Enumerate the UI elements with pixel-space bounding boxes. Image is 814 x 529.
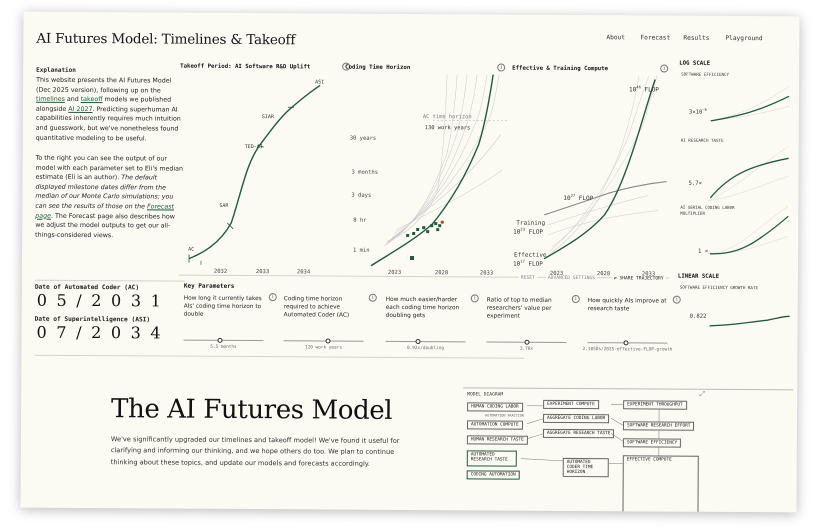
takeoff-panel-title: Takeoff Period: AI Software R&D Uplift [180,63,311,71]
takeoff-tick-sar [226,222,234,230]
parameter-slider-handle[interactable] [325,337,331,344]
parameter-info-icon[interactable]: i [268,293,277,302]
parameter-4: Ratio of top to median researchers' valu… [24,12,800,352]
parameter-info-icon[interactable]: i [470,294,479,303]
parameter-label: How long it currently takes AIs' coding … [183,295,262,318]
linear-scale-chart [709,315,790,327]
parameter-value: 0.92x/doubling [406,345,444,352]
software-efficiency-curve [710,95,790,122]
growth-rate-curve [709,315,790,327]
nav-about[interactable]: About [606,34,626,42]
hero-body: We've significantly upgraded our timelin… [110,435,400,468]
takeoff-chart [188,84,321,265]
parameter-5: How quickly AIs improve at research tast… [24,12,800,353]
parameter-3: How much easier/harder each coding time … [24,12,800,351]
parameter-label: Ratio of top to median researchers' valu… [486,297,552,320]
compute-label-1e27: 1027 FLOP [563,192,594,203]
training-compute-curve [544,181,667,216]
horizon-ytick-3mo: 3 months [351,169,379,176]
milestone-sar: SAR [219,202,229,209]
asi-date-value: 07/2034 [36,322,171,343]
horizon-ytick-1min: 1 min [353,247,370,254]
timelines-link[interactable]: timelines [35,95,65,104]
parameter-slider-handle[interactable] [415,338,421,344]
parameter-value: 2.10SDs/2025-effective-FLOP-growth [582,347,673,353]
ai2027-link[interactable]: AI 2027 [68,105,93,113]
advanced-settings-button[interactable]: ADVANCED SETTINGS [545,275,597,282]
parameter-1: How long it currently takes AIs' coding … [24,12,800,350]
takeoff-link[interactable]: takeoff [80,96,103,104]
horizon-main-curve [370,74,494,267]
log-scale-title: Log Scale [679,60,711,67]
parameter-slider-track[interactable] [385,340,466,343]
explanation-heading: Explanation [36,66,76,74]
parameter-value: 120 work years [304,345,342,351]
parameter-value: 3.70x [519,346,534,352]
horizon-panel-title: Coding Time Horizon [345,64,411,71]
explanation-paragraph-2: To the right you can see the output of o… [35,154,184,239]
nav-forecast[interactable]: Forecast [640,34,671,42]
linear-scale-title: Linear Scale [677,273,720,280]
ai-research-taste-curve [709,157,789,199]
milestone-ac: AC [188,246,195,253]
milestone-divider [34,279,185,282]
model-diagram-arrows [520,403,660,464]
reset-button[interactable]: RESET [518,275,537,281]
horizon-red-point [440,220,444,224]
ac-horizon-value: 130 work years [424,125,471,132]
horizon-ytick-30y: 30 years [349,135,377,142]
hero-title: The AI Futures Model [111,394,393,426]
share-trajectory-button[interactable]: ⇄ SHARE TRAJECTORY [611,276,666,282]
model-diagram: MODEL DIAGRAM ⤢ HUMAN CODING LABOR AUTOM… [462,387,794,513]
compute-label-1e17: 1017 FLOP [512,258,543,268]
horizon-chart [370,74,507,267]
horizon-grey-trajectories [383,74,503,247]
parameter-label: Coding time horizon required to achieve … [283,296,350,319]
params-bottom-divider [34,354,525,359]
nav-results[interactable]: Results [683,34,710,42]
milestone-asi: ASI [315,79,325,86]
parameter-slider-track[interactable] [183,339,264,341]
effective-compute-curve [543,79,656,260]
ac-date-value: 05/2031 [36,290,171,311]
parameter-slider-handle[interactable] [217,337,223,343]
parameter-info-icon[interactable]: i [571,294,580,304]
parameter-slider-handle[interactable] [623,339,629,345]
log-scale-charts [708,86,790,255]
milestone-ted-ai: TED-AI [244,143,263,151]
site-title: AI Futures Model: Timelines & Takeoff [36,30,296,49]
milestone-siar: SIAR [261,114,274,121]
page-frame: AI Futures Model: Timelines & Takeoff Ab… [20,11,800,513]
parameter-info-icon[interactable]: i [368,293,377,302]
horizon-ytick-3d: 3 days [351,192,372,199]
parameter-label: How much easier/harder each coding time … [385,296,460,320]
parameter-slider-track[interactable] [283,340,364,342]
compute-info-icon[interactable]: i [660,64,669,73]
parameter-value: 5.5 months [210,344,237,350]
key-parameters-group: How long it currently takes AIs' coding … [24,12,800,353]
horizon-info-icon[interactable]: i [497,63,506,72]
horizon-ytick-8h: 8 hr [353,217,367,224]
explanation-paragraph-1: This website presents the AI Futures Mod… [35,76,181,142]
takeoff-tick-ted [257,144,264,148]
compute-panel-title: Effective & Training Compute [512,65,609,73]
compute-chart [543,75,667,260]
ai-serial-curve [710,215,789,255]
key-parameters-title: Key Parameters [183,282,235,290]
ac-horizon-annotation: AC time horizon [422,114,472,121]
parameter-info-icon[interactable]: i [672,295,681,304]
parameter-2: Coding time horizon required to achieve … [24,12,800,351]
nav-playground[interactable]: Playground [725,34,763,43]
parameter-slider-handle[interactable] [524,339,530,345]
compute-label-1e23: 1023 FLOP [513,226,544,236]
takeoff-curve [188,84,321,260]
horizon-data-points [406,222,442,261]
compute-label-1e46: 1046 FLOP [629,84,659,94]
parameter-label: How quickly AIs improve at research tast… [587,298,667,313]
compute-grey-trajectories [547,75,659,256]
